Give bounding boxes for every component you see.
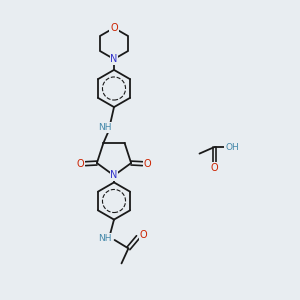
Text: O: O — [110, 23, 118, 33]
Text: O: O — [144, 159, 152, 169]
Text: OH: OH — [225, 142, 239, 152]
Text: NH: NH — [98, 234, 112, 243]
Text: O: O — [139, 230, 147, 241]
Text: O: O — [76, 159, 84, 169]
Text: NH: NH — [98, 123, 112, 132]
Text: O: O — [211, 163, 218, 173]
Text: N: N — [110, 54, 118, 64]
Text: N: N — [110, 170, 118, 181]
